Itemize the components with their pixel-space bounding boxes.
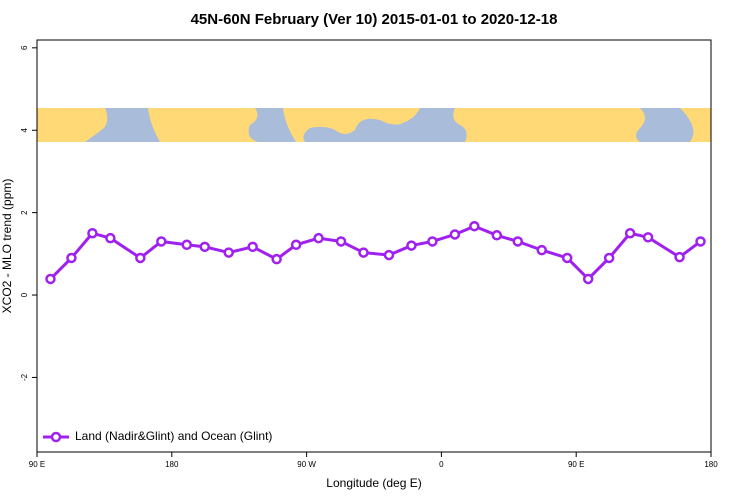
x-tick-label: 90 W	[297, 460, 316, 469]
data-point	[512, 236, 524, 247]
data-point	[624, 227, 636, 239]
data-point	[45, 273, 56, 285]
data-point	[695, 236, 706, 247]
x-tick-label: 180	[704, 460, 718, 469]
data-point	[674, 251, 685, 263]
y-tick-label: 6	[20, 45, 29, 50]
data-point	[603, 252, 615, 264]
plot-frame	[36, 39, 712, 453]
data-point	[66, 252, 77, 264]
data-point	[290, 239, 302, 251]
data-point	[181, 239, 193, 251]
data-point	[642, 232, 654, 243]
y-tick-label: 0	[20, 292, 29, 297]
data-point	[383, 249, 395, 261]
y-axis-label: XCO2 - MLO trend (ppm)	[0, 179, 14, 314]
y-tick-label: 4	[20, 127, 29, 132]
data-point	[247, 241, 258, 253]
x-tick-label: 0	[439, 460, 444, 469]
legend-label: Land (Nadir&Glint) and Ocean (Glint)	[75, 429, 272, 443]
data-point	[358, 247, 369, 258]
data-point	[105, 232, 116, 244]
x-tick-label: 180	[165, 460, 179, 469]
chart-title: 45N-60N February (Ver 10) 2015-01-01 to …	[191, 11, 558, 28]
data-point	[156, 236, 167, 247]
y-tick-label: -2	[20, 373, 29, 381]
data-point	[199, 241, 211, 253]
data-point	[87, 227, 98, 239]
data-point	[427, 236, 438, 247]
map-band	[37, 108, 711, 142]
series-line	[49, 224, 702, 282]
data-point	[536, 244, 548, 256]
legend-swatch-point	[50, 431, 62, 443]
x-tick-label: 90 E	[568, 460, 584, 469]
data-point	[469, 220, 480, 232]
data-point	[335, 236, 347, 247]
y-tick-label: 2	[20, 210, 29, 215]
data-point	[135, 252, 146, 264]
data-point	[582, 273, 594, 285]
data-point	[223, 247, 234, 258]
data-point	[313, 232, 324, 244]
data-point	[561, 252, 573, 264]
data-point	[271, 253, 282, 265]
data-point	[491, 230, 503, 241]
data-point	[406, 240, 417, 251]
x-tick-label: 90 E	[29, 460, 45, 469]
data-point	[449, 229, 461, 240]
x-axis-label: Longitude (deg E)	[326, 476, 421, 490]
